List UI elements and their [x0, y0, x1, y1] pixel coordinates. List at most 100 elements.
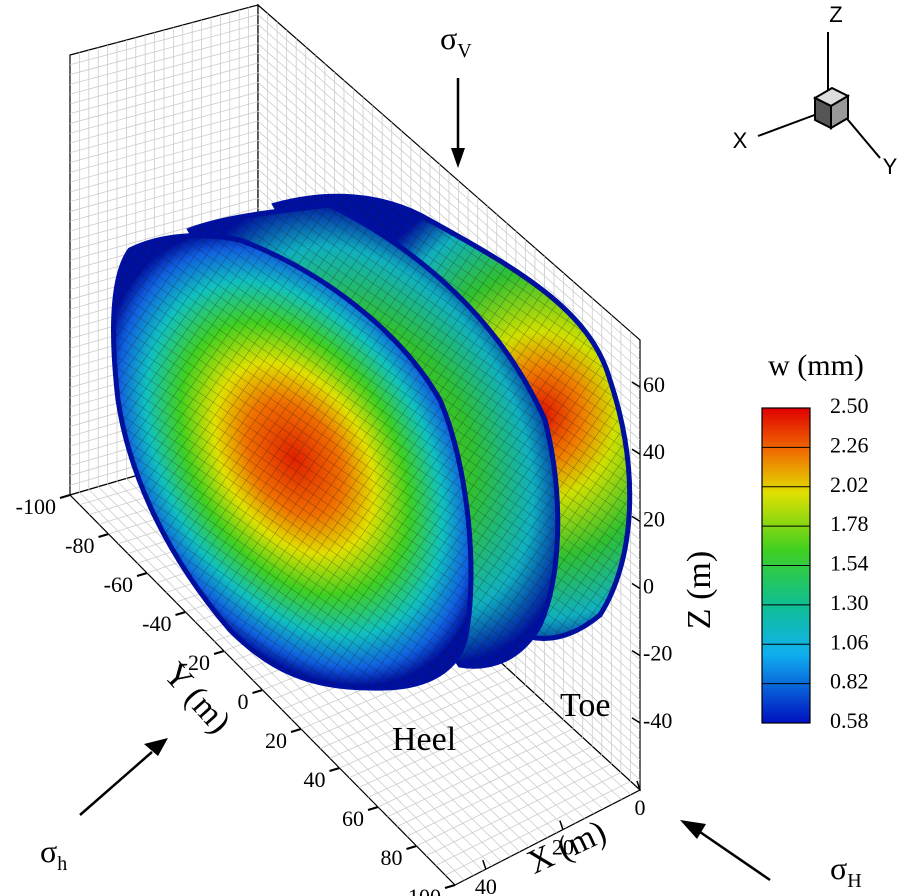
y-tick — [329, 767, 340, 772]
fracture-mesh — [113, 235, 472, 689]
stress-symbol: σ — [40, 833, 57, 869]
wall-grid-line — [358, 702, 545, 788]
y-tick-label: 80 — [381, 845, 403, 870]
z-tick-label: 0 — [643, 574, 654, 599]
colorbar-tick-label: 0.82 — [830, 669, 869, 694]
colorbar-tick-label: 2.02 — [830, 472, 869, 497]
wall-grid-line — [69, 130, 259, 183]
y-tick-label: -40 — [142, 611, 171, 636]
colorbar-tick-label: 1.54 — [830, 551, 869, 576]
x-tick-label: 40 — [475, 874, 497, 896]
wall-grid-line — [69, 168, 259, 222]
wall-grid-line — [69, 81, 259, 134]
stress-arrows — [79, 78, 771, 882]
colorbar-tick-label: 0.58 — [830, 708, 869, 733]
wall-grid-line — [435, 772, 622, 866]
wall-grid-line — [257, 24, 641, 361]
wall-grid-line — [69, 101, 259, 154]
stress-label: σH — [830, 850, 862, 891]
stress-subscript: h — [57, 853, 67, 875]
z-tick — [631, 515, 641, 522]
wall-grid-line — [69, 178, 259, 232]
y-tick-label: 0 — [238, 689, 249, 714]
y-tick — [136, 572, 148, 577]
y-tick-label: 20 — [265, 728, 287, 753]
wall-grid-line — [69, 52, 259, 105]
wall-grid-line — [69, 72, 259, 124]
wall-grid-line — [69, 62, 259, 115]
stress-subscript: V — [457, 40, 472, 62]
x-tick — [559, 820, 564, 830]
wall-grid-line — [387, 728, 574, 818]
y-tick-label: 100 — [408, 884, 441, 896]
y-tick — [252, 689, 263, 694]
y-tick — [98, 533, 109, 538]
wall-grid-line — [69, 43, 259, 95]
y-tick — [444, 884, 456, 889]
wall-grid-line — [310, 658, 497, 740]
z-tick-label: -20 — [643, 641, 672, 666]
arrow-head — [680, 820, 706, 839]
z-tick — [631, 650, 641, 657]
wall-grid-line — [397, 737, 583, 827]
z-tick — [631, 448, 641, 455]
stress-symbol: σ — [440, 20, 457, 56]
y-tick — [175, 611, 186, 616]
wall-grid-line — [257, 33, 641, 371]
stress-label: σV — [440, 20, 472, 61]
wall-grid-line — [329, 675, 517, 759]
y-tick-label: -60 — [104, 572, 133, 597]
wall-grid-line — [69, 207, 259, 261]
wall-grid-line — [69, 91, 259, 144]
colorbar-tick-label: 1.78 — [830, 511, 869, 536]
wall-grid-line — [69, 110, 259, 163]
wall-grid-line — [69, 188, 259, 242]
colorbar-tick-label: 1.30 — [830, 590, 869, 615]
x-tick — [482, 859, 487, 870]
triad-label: Z — [829, 2, 842, 27]
wall-grid-line — [69, 139, 259, 193]
arrow — [699, 830, 771, 882]
y-tick — [290, 728, 302, 733]
z-tick-label: 40 — [643, 439, 665, 464]
z-tick — [631, 381, 641, 388]
wall-grid-line — [69, 33, 259, 85]
y-tick — [367, 806, 379, 811]
y-tick-label: 40 — [304, 767, 326, 792]
y-tick — [406, 845, 417, 850]
wall-grid-line — [348, 693, 536, 779]
wall-grid-line — [69, 197, 259, 251]
cube-front — [830, 94, 849, 130]
wall-grid-line — [368, 710, 555, 798]
z-tick-label: 20 — [643, 506, 665, 531]
wall-grid-line — [69, 149, 259, 203]
z-tick — [631, 582, 641, 590]
colorbar-tick-label: 1.06 — [830, 629, 869, 654]
y-tick — [59, 494, 71, 499]
wall-grid-line — [406, 745, 593, 837]
colorbar-title: w (mm) — [768, 349, 864, 382]
annotation: Heel — [392, 721, 456, 758]
wall-grid-line — [445, 780, 631, 876]
wall-grid-line — [377, 719, 564, 808]
wall-grid-line — [320, 667, 507, 749]
wall-grid-line — [416, 754, 602, 847]
arrow-head — [451, 148, 465, 168]
x-tick-label: 0 — [635, 795, 646, 820]
stress-label: σh — [40, 833, 67, 874]
y-tick-label: 60 — [342, 806, 364, 831]
arrow-head — [144, 738, 168, 756]
z-axis-title: Z (m) — [681, 551, 718, 629]
axis-triad — [757, 32, 881, 159]
arrow — [79, 751, 153, 816]
z-tick-label: 60 — [643, 372, 665, 397]
y-tick — [213, 650, 225, 655]
colorbar-tick-label: 2.50 — [830, 393, 869, 418]
wall-grid-line — [69, 14, 259, 66]
colorbar-tick-label: 2.26 — [830, 432, 869, 457]
annotation: Toe — [560, 687, 611, 724]
stress-symbol: σ — [830, 850, 847, 886]
y-tick-label: -80 — [65, 533, 94, 558]
x-tick — [636, 780, 641, 791]
